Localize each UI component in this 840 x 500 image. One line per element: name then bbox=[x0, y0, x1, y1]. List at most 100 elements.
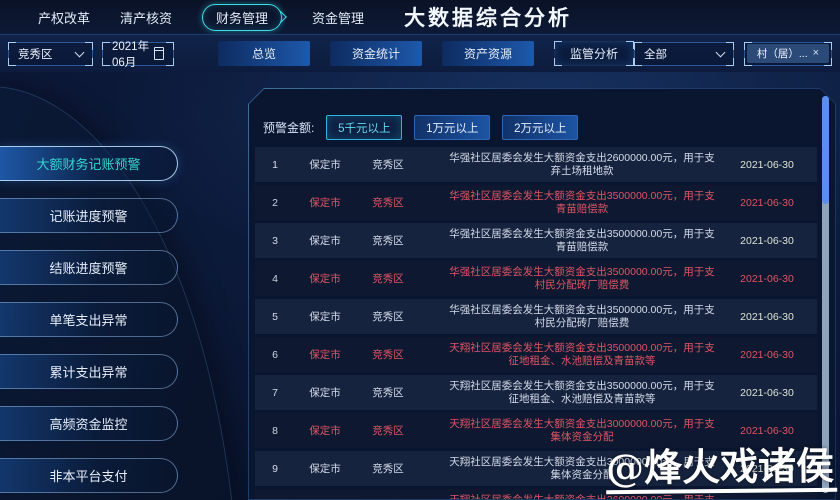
sidebar-item[interactable]: 累计支出异常 bbox=[0, 354, 178, 389]
row-description: 天翔社区居委会发生大额资金支出3500000.00元，用于支征地租金、水池赔偿及… bbox=[449, 342, 715, 367]
close-icon[interactable]: × bbox=[812, 47, 820, 59]
top-nav-tab[interactable]: 财务管理 bbox=[202, 3, 283, 31]
row-description: 华强社区居委会发生大额资金支出2600000.00元，用于支弃土场租地款 bbox=[449, 152, 715, 177]
row-date: 2021-06-30 bbox=[740, 310, 794, 323]
watermark: @烽火戏诸侯 bbox=[606, 443, 838, 495]
row-description: 天翔社区居委会发生大额资金支出2600000.00元，用于支玉兰小区燃气补助 bbox=[421, 494, 717, 499]
main-panel-frame: 预警金额: 5千元以上 1万元以上 2万元以上 1 保定市 竞秀区 华强社区居委会发生大额… bbox=[248, 88, 836, 500]
view-button[interactable]: 资产资源 bbox=[442, 41, 534, 66]
row-date: 2021-06-30 bbox=[740, 196, 794, 209]
row-city: 保定市 bbox=[309, 197, 341, 209]
row-city: 保定市 bbox=[309, 311, 341, 323]
top-nav-tab[interactable]: 资金管理 bbox=[312, 10, 365, 26]
table-row[interactable]: 7 保定市 竞秀区 天翔社区居委会发生大额资金支出3500000.00元，用于支征地租… bbox=[255, 375, 817, 410]
date-picker[interactable]: 2021年06月 bbox=[102, 41, 174, 69]
row-index: 9 bbox=[272, 462, 278, 475]
table-row[interactable]: 4 保定市 竞秀区 华强社区居委会发生大额资金支出3500000.00元，用于支村民分… bbox=[255, 261, 817, 296]
calendar-icon bbox=[153, 47, 164, 60]
table-row[interactable]: 3 保定市 竞秀区 华强社区居委会发生大额资金支出3500000.00元，用于支青苗赔… bbox=[255, 223, 817, 258]
row-description: 华强社区居委会发生大额资金支出3500000.00元，用于支青苗赔偿款 bbox=[449, 190, 715, 215]
row-description: 天翔社区居委会发生大额资金支出3000000.00元，用于支集体资金分配 bbox=[449, 418, 715, 443]
row-date: 2021-06-30 bbox=[740, 386, 794, 399]
view-buttons: 总览 资金统计 资产资源 监管分析 bbox=[218, 41, 634, 66]
corner-tick bbox=[726, 57, 734, 66]
top-nav-tab[interactable]: 清产核资 bbox=[120, 10, 173, 26]
row-date: 2021-06-30 bbox=[740, 272, 794, 285]
table-row[interactable]: 1 保定市 竞秀区 华强社区居委会发生大额资金支出2600000.00元，用于支弃土场… bbox=[255, 147, 817, 182]
row-index: 4 bbox=[272, 272, 278, 285]
corner-tick bbox=[554, 41, 562, 49]
corner-tick bbox=[8, 41, 16, 50]
row-district: 竞秀区 bbox=[372, 425, 404, 437]
row-description: 天翔社区居委会发生大额资金支出3000000.00元，用于支集体资金分配 bbox=[449, 456, 715, 481]
top-nav-tab[interactable]: 产权改革 bbox=[38, 10, 91, 26]
scrollbar-thumb[interactable] bbox=[822, 96, 829, 204]
sidebar-item[interactable]: 非本平台支付 bbox=[0, 458, 178, 493]
amount-options: 5千元以上 1万元以上 2万元以上 bbox=[326, 115, 578, 140]
filter-right-group: 全部 村（居）... × bbox=[634, 41, 832, 66]
row-district: 竞秀区 bbox=[372, 349, 404, 361]
page-title: 大数据综合分析 bbox=[404, 7, 573, 30]
sidebar-item[interactable]: 结账进度预警 bbox=[0, 250, 178, 285]
row-district: 竞秀区 bbox=[372, 311, 404, 323]
view-button[interactable]: 监管分析 bbox=[554, 41, 634, 66]
org-chip[interactable]: 村（居）... × bbox=[747, 44, 829, 63]
corner-tick bbox=[8, 57, 16, 66]
row-description: 华强社区居委会发生大额资金支出3500000.00元，用于支村民分配砖厂赔偿费 bbox=[449, 304, 715, 329]
row-description: 华强社区居委会发生大额资金支出3500000.00元，用于支青苗赔偿款 bbox=[449, 228, 715, 253]
table-row[interactable]: 10保定市竞秀区天翔社区居委会发生大额资金支出2600000.00元，用于支玉兰… bbox=[255, 489, 817, 499]
amount-filter-button[interactable]: 1万元以上 bbox=[414, 115, 490, 140]
sidebar-items: 大额财务记账预警 记账进度预警 结账进度预警 单笔支出异常 累计支出异常 高频资金监控 非本… bbox=[0, 146, 178, 493]
corner-tick bbox=[85, 41, 93, 50]
sidebar-item[interactable]: 大额财务记账预警 bbox=[0, 146, 178, 181]
scrollbar-track[interactable] bbox=[822, 96, 829, 493]
row-city: 保定市 bbox=[309, 387, 341, 399]
corner-tick bbox=[166, 57, 174, 66]
sidebar-item[interactable]: 单笔支出异常 bbox=[0, 302, 178, 337]
row-city: 保定市 bbox=[309, 273, 341, 285]
row-city: 保定市 bbox=[309, 349, 341, 361]
corner-tick bbox=[554, 58, 562, 66]
row-index: 3 bbox=[272, 234, 278, 247]
amount-filter-label: 预警金额: bbox=[263, 121, 315, 135]
corner-tick bbox=[634, 41, 642, 50]
scope-select[interactable]: 全部 bbox=[634, 41, 734, 66]
sidebar-item[interactable]: 记账进度预警 bbox=[0, 198, 178, 233]
corner-tick bbox=[166, 41, 174, 50]
sidebar: 大额财务记账预警 记账进度预警 结账进度预警 单笔支出异常 累计支出异常 高频资金监控 非本… bbox=[0, 72, 248, 500]
table-row[interactable]: 9 保定市 竞秀区 天翔社区居委会发生大额资金支出3000000.00元，用于支集体资… bbox=[255, 451, 817, 486]
amount-filter-row: 预警金额: 5千元以上 1万元以上 2万元以上 bbox=[263, 115, 578, 140]
row-index: 8 bbox=[272, 424, 278, 437]
row-index: 7 bbox=[272, 386, 278, 399]
row-district: 竞秀区 bbox=[372, 159, 404, 171]
row-date: 2021-06-30 bbox=[740, 348, 794, 361]
scope-select-value: 全部 bbox=[644, 48, 667, 61]
corner-tick bbox=[744, 41, 752, 50]
table-rows: 1 保定市 竞秀区 华强社区居委会发生大额资金支出2600000.00元，用于支弃土场… bbox=[255, 147, 817, 499]
corner-tick bbox=[824, 41, 832, 50]
view-button[interactable]: 总览 bbox=[218, 41, 310, 66]
row-district: 竞秀区 bbox=[372, 235, 404, 247]
amount-filter-button[interactable]: 5千元以上 bbox=[326, 115, 402, 140]
filter-bar: 竞秀区 2021年06月 总览 资金统计 资产资源 监管分析 全部 村（居）... × bbox=[0, 34, 840, 72]
row-district: 竞秀区 bbox=[372, 273, 404, 285]
org-filter-box[interactable]: 村（居）... × bbox=[744, 41, 832, 66]
table-row[interactable]: 5 保定市 竞秀区 华强社区居委会发生大额资金支出3500000.00元，用于支村民分… bbox=[255, 299, 817, 334]
region-select[interactable]: 竞秀区 bbox=[8, 41, 93, 66]
view-button[interactable]: 资金统计 bbox=[330, 41, 422, 66]
org-chip-label: 村（居）... bbox=[756, 48, 808, 60]
table-row[interactable]: 2 保定市 竞秀区 华强社区居委会发生大额资金支出3500000.00元，用于支青苗赔… bbox=[255, 185, 817, 220]
row-date: 2021-06-30 bbox=[740, 424, 794, 437]
chevron-down-icon bbox=[715, 47, 726, 57]
table-row[interactable]: 6 保定市 竞秀区 天翔社区居委会发生大额资金支出3500000.00元，用于支征地租… bbox=[255, 337, 817, 372]
chevron-down-icon bbox=[74, 47, 85, 57]
amount-filter-button[interactable]: 2万元以上 bbox=[502, 115, 578, 140]
corner-tick bbox=[85, 57, 93, 66]
row-description: 天翔社区居委会发生大额资金支出3500000.00元，用于支征地租金、水池赔偿及… bbox=[449, 380, 715, 405]
table-row[interactable]: 8 保定市 竞秀区 天翔社区居委会发生大额资金支出3000000.00元，用于支集体资… bbox=[255, 413, 817, 448]
sidebar-item[interactable]: 高频资金监控 bbox=[0, 406, 178, 441]
row-city: 保定市 bbox=[309, 159, 341, 171]
row-city: 保定市 bbox=[309, 463, 341, 475]
corner-tick bbox=[824, 57, 832, 66]
